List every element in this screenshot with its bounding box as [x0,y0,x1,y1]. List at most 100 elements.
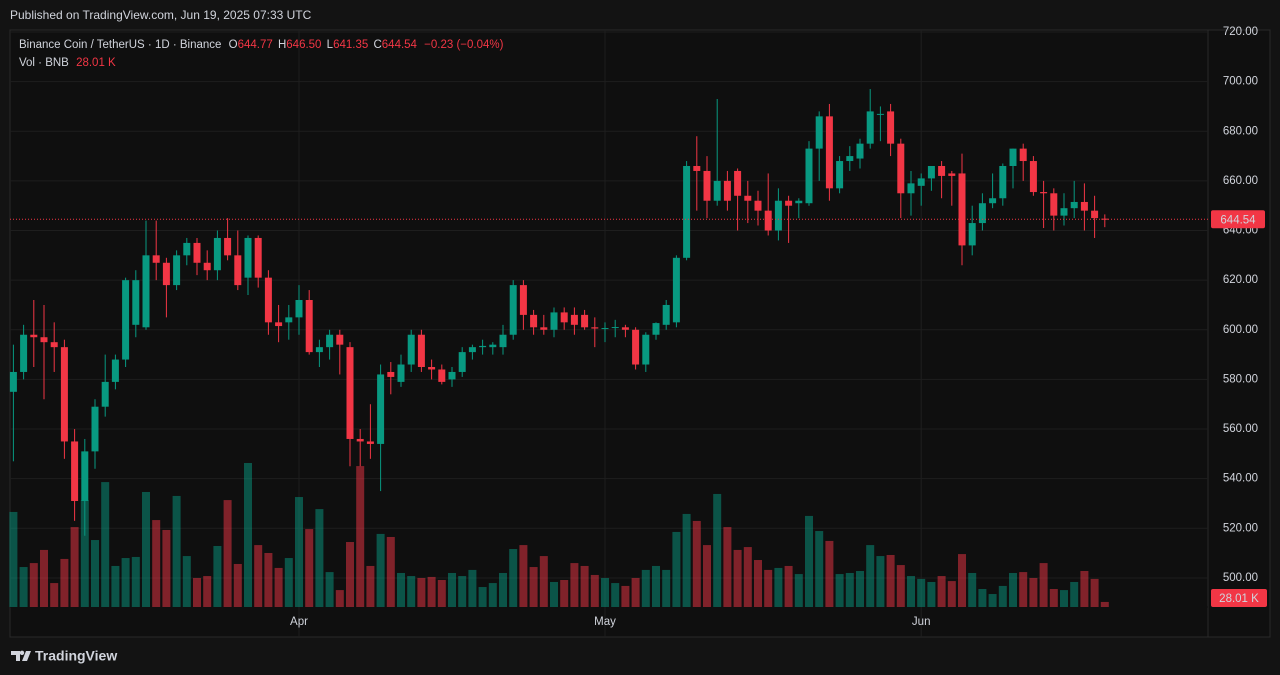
candle-body [183,242,191,256]
candle-body [40,337,48,343]
candle-body [530,314,538,328]
candle-body [887,111,895,144]
candle-body [397,364,405,382]
volume-bar [917,578,926,607]
x-tick-label: Apr [290,616,308,628]
candle-body [71,441,79,502]
candle-body [326,334,334,348]
volume-bar [29,563,38,607]
candle-body [601,328,609,330]
volume-bar [805,515,813,607]
candle-body [234,255,242,286]
volume-bar [1009,572,1017,607]
volume-bar [1060,590,1068,607]
volume-bar [529,567,538,607]
volume-bar [274,567,283,607]
candle-body [152,255,160,263]
volume-bar [886,554,895,607]
volume-bar [70,527,79,607]
candle-body [948,173,956,176]
volume-bar [907,576,915,607]
candle-body [876,113,884,115]
volume-bar [794,574,803,607]
ohlc-value: 641.35 [333,39,368,51]
volume-bar [1070,581,1079,607]
candle-body [142,255,150,328]
logo: TradingView [11,648,117,664]
candle-body [20,334,28,372]
volume-bar [417,578,426,607]
volume-bar [152,520,161,607]
chart-pane [9,29,1271,638]
ohlc-key: H [278,39,286,51]
volume-bar [876,556,885,607]
candle-body [499,334,507,348]
volume-bar [1019,572,1028,607]
candle-body [1019,148,1027,162]
candle-body [825,116,833,189]
last-price-box [1211,210,1265,229]
volume-bar [80,500,89,607]
candle-body [693,165,701,171]
volume-bar [254,545,263,607]
candle-body [1080,201,1088,211]
candle-body [611,327,619,329]
volume-bar [50,583,59,607]
candle-body [428,367,436,370]
volume-bar [560,580,569,607]
brand: TradingView [35,648,117,664]
volume-bar [468,569,477,607]
volume-bar [927,581,936,607]
candle-body [336,334,344,345]
volume-bar [937,576,946,607]
volume-bar [723,527,732,607]
volume-bar [601,578,609,607]
legend-volume: Vol · BNB 28.01 K [19,57,116,69]
y-tick-label: 600.00 [1223,324,1258,336]
volume-bar [40,549,48,607]
ohlc-key: L [327,39,334,51]
volume-bar [988,594,997,607]
volume-bar [703,545,711,607]
candle-body [122,280,130,360]
volume-bar [101,482,110,607]
logo-icon [11,650,31,661]
candle-body [203,262,211,271]
volume-title: Vol · BNB [19,57,69,69]
candle-body [744,195,752,201]
candle-body [703,170,711,201]
volume-bar [713,493,722,607]
volume-bar [264,553,273,607]
candle-body [213,237,221,271]
volume-bar [550,581,558,607]
volume-bar [335,590,344,607]
marks [9,89,1208,607]
candle-body [1091,210,1099,219]
candle-body [672,257,680,323]
volume-bar [692,520,701,607]
volume-bar [407,576,416,607]
candle-body [356,438,364,442]
y-tick-label: 620.00 [1223,274,1258,286]
candle-body [458,352,466,372]
volume-bar [356,466,365,607]
y-tick-label: 720.00 [1223,26,1258,38]
candle-body [91,406,99,452]
candle-body [81,451,89,502]
y-tick-label: 700.00 [1223,76,1258,88]
candle-body [560,312,568,323]
volume-bar [611,583,620,607]
volume-bar [784,565,793,607]
ohlc-key: O [229,39,238,51]
candle-body [275,322,283,327]
volume-bar [376,533,385,607]
y-tick-label: 560.00 [1223,423,1258,435]
volume-bar [9,511,18,607]
candle-body [805,148,813,204]
candle-body [468,347,476,353]
volume-bar [815,531,824,607]
volume-bar [958,554,966,607]
volume-bar [539,556,548,607]
candle-body [1060,208,1068,216]
